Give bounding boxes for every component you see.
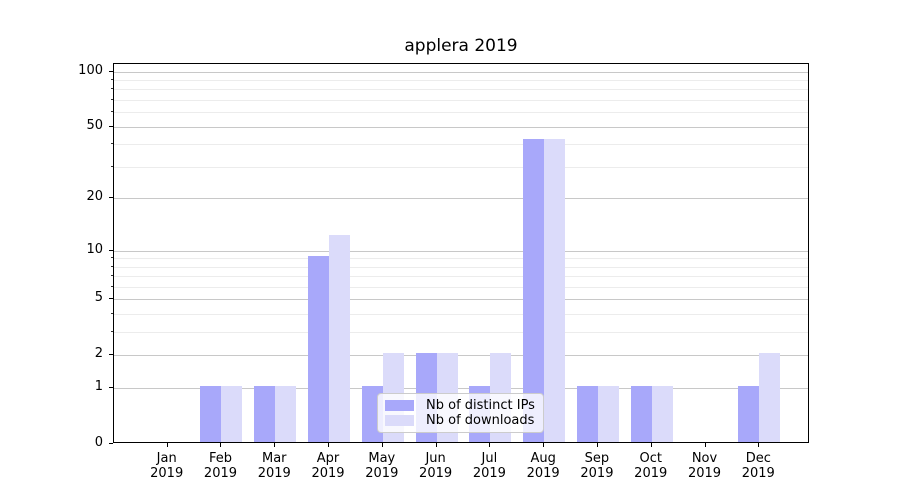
y-axis-minor-tick xyxy=(111,275,113,277)
bar-nb-of-downloads-7 xyxy=(544,138,566,442)
bar-nb-of-distinct-ips-3 xyxy=(308,256,330,442)
y-axis-minor-tick xyxy=(111,79,113,81)
x-axis-tick xyxy=(489,443,491,447)
minor-gridline xyxy=(114,276,808,278)
y-axis-minor-tick xyxy=(111,111,113,113)
y-axis-minor-tick xyxy=(111,313,113,315)
x-tick-label: Jun 2019 xyxy=(419,451,453,481)
x-tick-label: Nov 2019 xyxy=(687,451,722,481)
y-tick-label: 10 xyxy=(86,241,103,257)
y-axis-tick xyxy=(109,125,113,127)
bar-nb-of-downloads-2 xyxy=(275,386,297,442)
x-axis-tick xyxy=(650,443,652,447)
bar-nb-of-downloads-3 xyxy=(329,235,351,442)
legend-label-distinct-ips: Nb of distinct IPs xyxy=(426,398,535,413)
minor-gridline xyxy=(114,166,808,168)
y-axis-minor-tick xyxy=(111,88,113,90)
y-tick-label: 100 xyxy=(78,62,103,78)
x-tick-label: Oct 2019 xyxy=(634,451,668,481)
minor-gridline xyxy=(114,144,808,146)
y-axis-minor-tick xyxy=(111,165,113,167)
y-axis-minor-tick xyxy=(111,331,113,333)
y-axis-minor-tick xyxy=(111,99,113,101)
bar-nb-of-downloads-11 xyxy=(759,353,781,442)
major-gridline xyxy=(114,71,808,73)
minor-gridline xyxy=(114,314,808,316)
x-tick-label: Mar 2019 xyxy=(257,451,291,481)
y-axis-tick xyxy=(109,354,113,356)
x-axis-tick xyxy=(758,443,760,447)
y-axis-tick xyxy=(109,70,113,72)
y-axis-tick xyxy=(109,249,113,251)
y-axis-minor-tick xyxy=(111,285,113,287)
x-tick-label: Dec 2019 xyxy=(741,451,775,481)
x-axis-tick xyxy=(220,443,222,447)
y-tick-label: 0 xyxy=(94,435,103,450)
bar-nb-of-distinct-ips-7 xyxy=(523,138,545,442)
legend-item-downloads: Nb of downloads xyxy=(385,413,535,428)
bar-nb-of-distinct-ips-9 xyxy=(630,386,652,442)
minor-gridline xyxy=(114,332,808,334)
bar-nb-of-distinct-ips-1 xyxy=(200,386,222,442)
major-gridline xyxy=(114,355,808,357)
bar-nb-of-distinct-ips-11 xyxy=(738,386,760,442)
minor-gridline xyxy=(114,286,808,288)
x-tick-label: Apr 2019 xyxy=(311,451,345,481)
x-tick-label: Feb 2019 xyxy=(203,451,238,481)
y-tick-label: 2 xyxy=(94,346,103,362)
y-tick-label: 5 xyxy=(94,290,103,306)
minor-gridline xyxy=(114,80,808,82)
x-tick-label: May 2019 xyxy=(365,451,399,481)
legend: Nb of distinct IPs Nb of downloads xyxy=(377,393,544,433)
legend-swatch-downloads xyxy=(385,415,414,426)
x-axis-tick xyxy=(166,443,168,447)
x-axis-tick xyxy=(543,443,545,447)
x-axis-tick xyxy=(435,443,437,447)
y-axis-minor-tick xyxy=(111,257,113,259)
legend-item-distinct-ips: Nb of distinct IPs xyxy=(385,398,535,413)
x-tick-label: Aug 2019 xyxy=(526,451,560,481)
bar-nb-of-downloads-1 xyxy=(221,386,243,442)
bar-nb-of-downloads-8 xyxy=(597,386,619,442)
plot-area xyxy=(113,63,809,443)
major-gridline xyxy=(114,388,808,390)
minor-gridline xyxy=(114,89,808,91)
x-tick-label: Jan 2019 xyxy=(150,451,184,481)
minor-gridline xyxy=(114,266,808,268)
chart-title: applera 2019 xyxy=(404,36,518,56)
major-gridline xyxy=(114,299,808,301)
y-tick-label: 20 xyxy=(86,189,103,205)
bar-nb-of-downloads-9 xyxy=(651,386,673,442)
minor-gridline xyxy=(114,258,808,260)
y-axis-tick xyxy=(109,298,113,300)
major-gridline xyxy=(114,198,808,200)
bar-nb-of-distinct-ips-2 xyxy=(254,386,276,442)
minor-gridline xyxy=(114,100,808,102)
y-axis-tick xyxy=(109,387,113,389)
major-gridline xyxy=(114,126,808,128)
y-tick-label: 50 xyxy=(86,117,103,133)
y-tick-label: 1 xyxy=(94,379,103,395)
x-axis-tick xyxy=(274,443,276,447)
y-axis-tick xyxy=(109,443,113,444)
x-axis-tick xyxy=(704,443,706,447)
legend-label-downloads: Nb of downloads xyxy=(426,413,535,428)
major-gridline xyxy=(114,250,808,252)
legend-swatch-distinct-ips xyxy=(385,400,414,411)
x-axis-tick xyxy=(328,443,330,447)
y-axis-minor-tick xyxy=(111,143,113,145)
minor-gridline xyxy=(114,112,808,114)
x-tick-label: Sep 2019 xyxy=(580,451,614,481)
x-axis-tick xyxy=(381,443,383,447)
y-axis-tick xyxy=(109,197,113,199)
y-axis-minor-tick xyxy=(111,265,113,267)
x-axis-tick xyxy=(596,443,598,447)
bar-nb-of-distinct-ips-8 xyxy=(576,386,598,442)
x-tick-label: Jul 2019 xyxy=(472,451,506,481)
